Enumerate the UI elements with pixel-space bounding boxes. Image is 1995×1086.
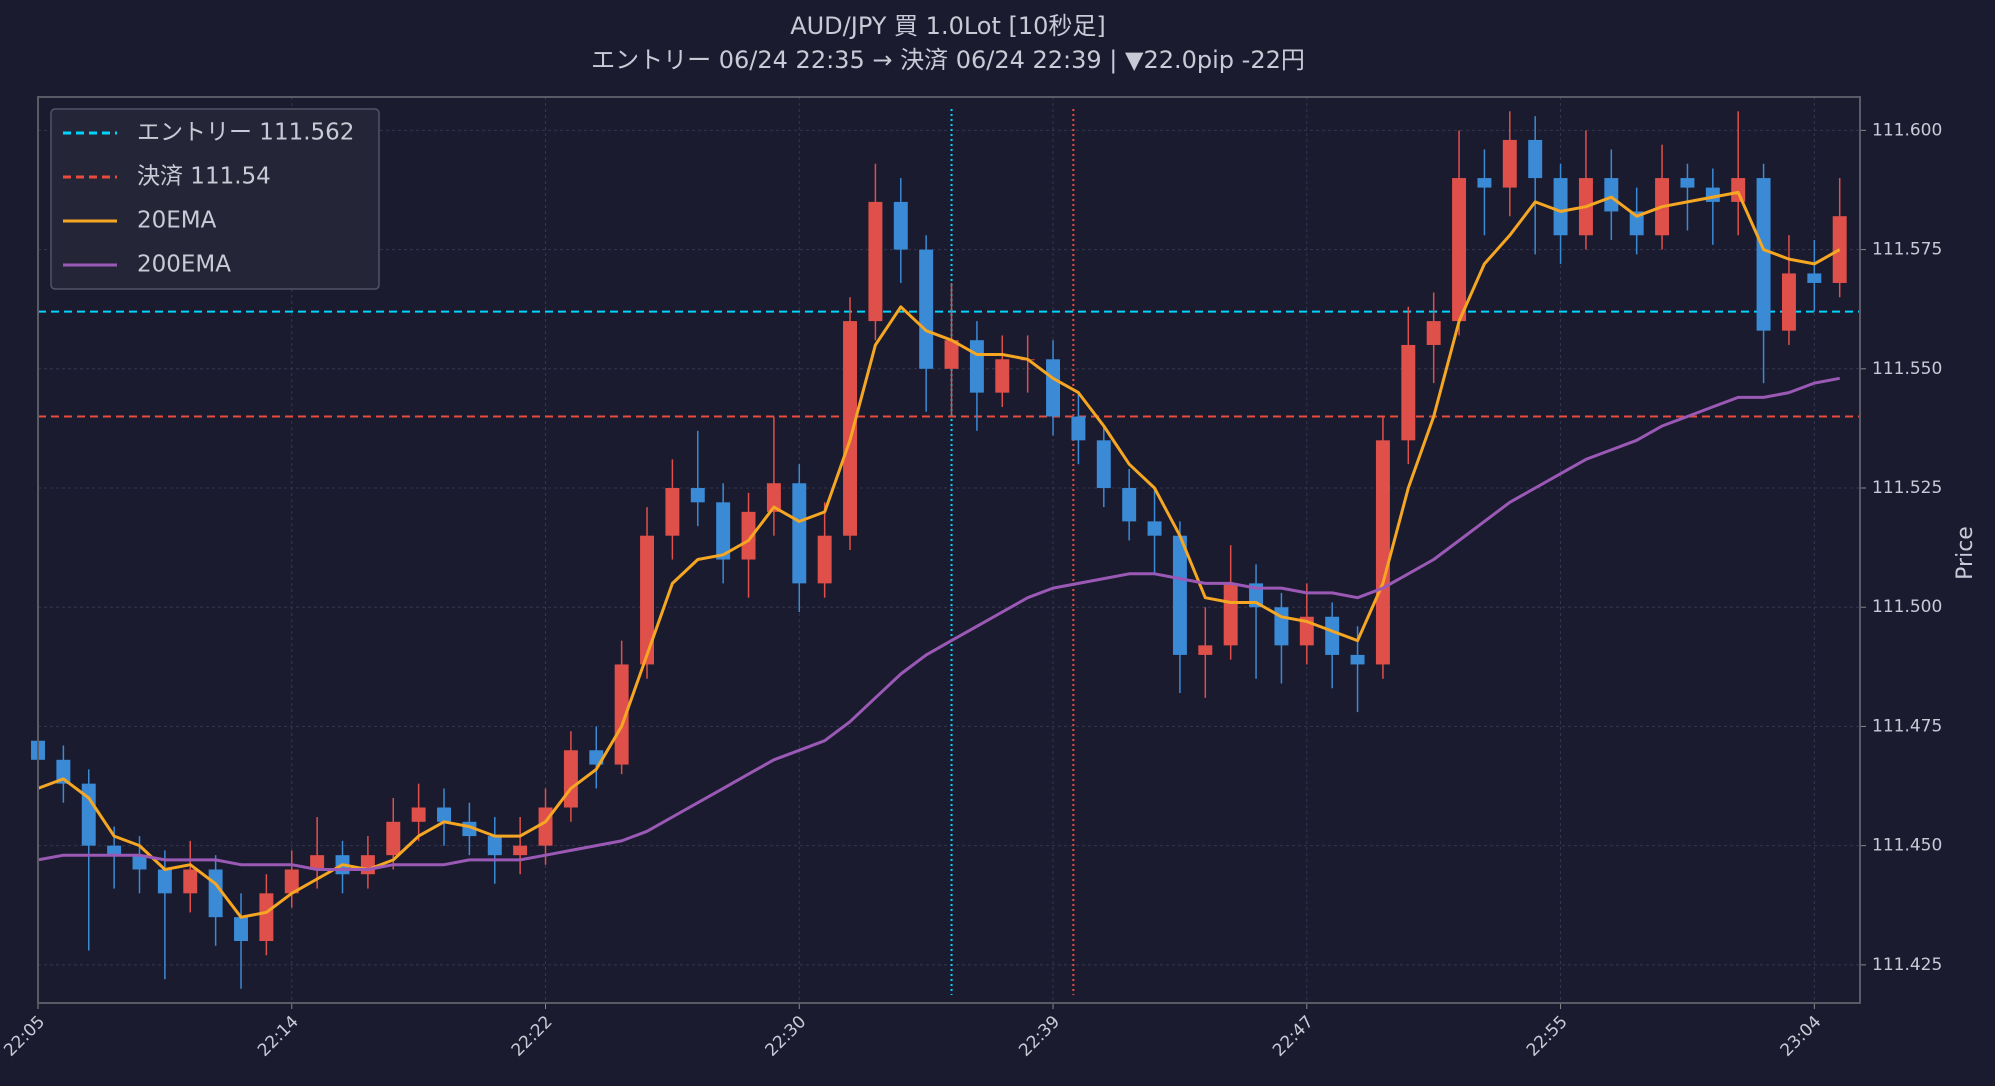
candle-body [1325, 616, 1340, 655]
candle-body [107, 845, 122, 856]
x-tick-label: 23:04 [1777, 1012, 1826, 1061]
candle-body [437, 807, 451, 822]
x-tick-label: 22:55 [1523, 1012, 1572, 1061]
candle-body [1553, 178, 1568, 236]
candle-body [563, 750, 578, 808]
candle-body [1629, 211, 1644, 236]
y-tick-label: 111.475 [1872, 716, 1942, 736]
ema-line [37, 376, 1840, 871]
candle-body [1350, 654, 1365, 665]
candle-body [1401, 344, 1416, 441]
candle-body [919, 249, 934, 369]
y-tick-label: 111.425 [1872, 955, 1942, 975]
candle-body [868, 201, 883, 322]
candle-body [411, 807, 426, 822]
y-tick-label: 111.600 [1872, 120, 1942, 140]
legend-label: 決済 111.54 [137, 164, 271, 190]
x-tick-label: 22:39 [1015, 1012, 1064, 1061]
candle-body [386, 821, 401, 856]
candle-body [1198, 645, 1213, 655]
candle-body [56, 759, 71, 784]
candle-body [513, 845, 528, 856]
y-tick-label: 111.575 [1872, 240, 1942, 260]
candle-body [1731, 178, 1746, 202]
chart-title: AUD/JPY 買 1.0Lot [10秒足] [790, 12, 1106, 40]
x-tick-label: 22:14 [254, 1012, 303, 1061]
y-axis-label: Price [1953, 526, 1978, 580]
candle-body [995, 359, 1010, 393]
plot-frame [37, 96, 1861, 1004]
x-tick-label: 22:47 [1269, 1012, 1318, 1061]
candle-body [81, 783, 96, 846]
x-tick-label: 22:22 [508, 1012, 557, 1061]
x-tick-label: 22:30 [762, 1012, 811, 1061]
candle-body [259, 893, 274, 942]
candle-body [1502, 139, 1517, 188]
candle-body [1375, 440, 1390, 665]
candle-body [1147, 521, 1162, 536]
candle-body [310, 855, 325, 870]
candle-body [792, 483, 807, 584]
candle-body [843, 321, 858, 536]
candle-body [690, 488, 705, 503]
candle-body [1426, 321, 1441, 345]
candle-body [640, 535, 655, 665]
candle-body [969, 340, 984, 393]
candle-body [487, 836, 502, 856]
candle-body [741, 511, 756, 560]
candle-body [1452, 178, 1467, 322]
legend-label: 200EMA [137, 252, 231, 278]
chart-subtitle: エントリー 06/24 22:35 → 決済 06/24 22:39 | ▼22… [591, 46, 1305, 74]
candle-body [817, 535, 832, 584]
candle-body [1604, 178, 1619, 212]
candle-body [1223, 583, 1238, 646]
candle-body [1046, 359, 1061, 417]
candle-body [1756, 178, 1771, 331]
y-tick-label: 111.550 [1872, 359, 1942, 379]
candle-body [157, 869, 172, 894]
candle-body [1680, 178, 1695, 188]
y-tick-label: 111.450 [1872, 836, 1942, 856]
candle-body [360, 855, 375, 875]
legend-box [50, 108, 380, 290]
y-tick-label: 111.525 [1872, 478, 1942, 498]
candle-body [944, 340, 959, 369]
candle-body [1096, 440, 1111, 489]
candle-body [1122, 488, 1137, 522]
y-tick-label: 111.500 [1872, 597, 1942, 617]
legend-label: 20EMA [137, 208, 217, 234]
legend-label: エントリー 111.562 [137, 120, 354, 146]
candle-body [766, 483, 781, 512]
candle-body [716, 502, 731, 560]
candle-body [665, 488, 680, 536]
ema-line [37, 190, 1841, 919]
candle-body [1477, 178, 1492, 188]
candle-body [234, 917, 248, 942]
candle-body [208, 869, 223, 918]
candle-body [183, 869, 198, 894]
candle-body [1528, 139, 1543, 179]
x-tick-label: 22:05 [0, 1012, 49, 1061]
candle-body [1172, 535, 1187, 655]
candle-body [893, 201, 908, 250]
candle-body [284, 869, 299, 894]
candle-body [614, 664, 629, 765]
candle-body [1071, 416, 1086, 441]
candle-body [1781, 273, 1796, 331]
candle-body [1807, 273, 1822, 283]
candle-body [132, 855, 147, 870]
candle-body [1832, 216, 1847, 283]
